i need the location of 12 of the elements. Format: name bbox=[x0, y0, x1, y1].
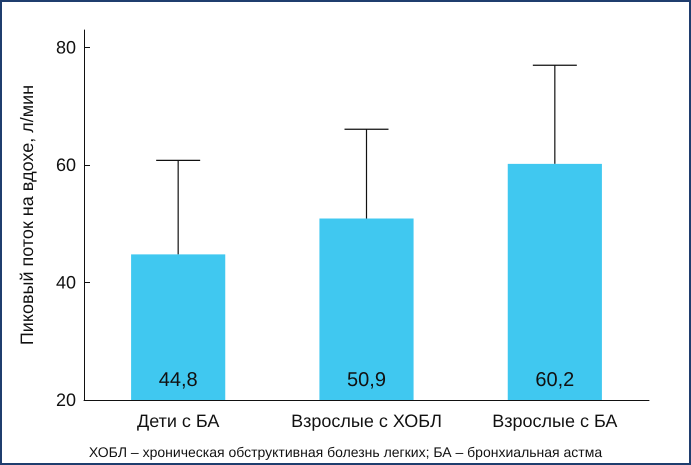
y-tick-label: 80 bbox=[56, 38, 76, 58]
y-axis-title: Пиковый поток на вдохе, л/мин bbox=[17, 84, 37, 346]
data-label: 60,2 bbox=[535, 369, 574, 391]
data-label: 44,8 bbox=[158, 369, 198, 391]
x-tick-label: Дети с БА bbox=[137, 411, 220, 431]
data-label: 50,9 bbox=[347, 369, 386, 391]
x-tick-label: Взрослые с БА bbox=[492, 411, 618, 431]
text: ХОБЛ – хроническая обструктивная болезнь легких; БА – бронхиальная астма bbox=[88, 444, 602, 460]
y-tick-label: 20 bbox=[56, 390, 76, 410]
x-tick-label: Взрослые с ХОБЛ bbox=[291, 411, 442, 431]
y-tick-label: 40 bbox=[56, 272, 76, 293]
y-tick-label: 60 bbox=[56, 155, 76, 176]
